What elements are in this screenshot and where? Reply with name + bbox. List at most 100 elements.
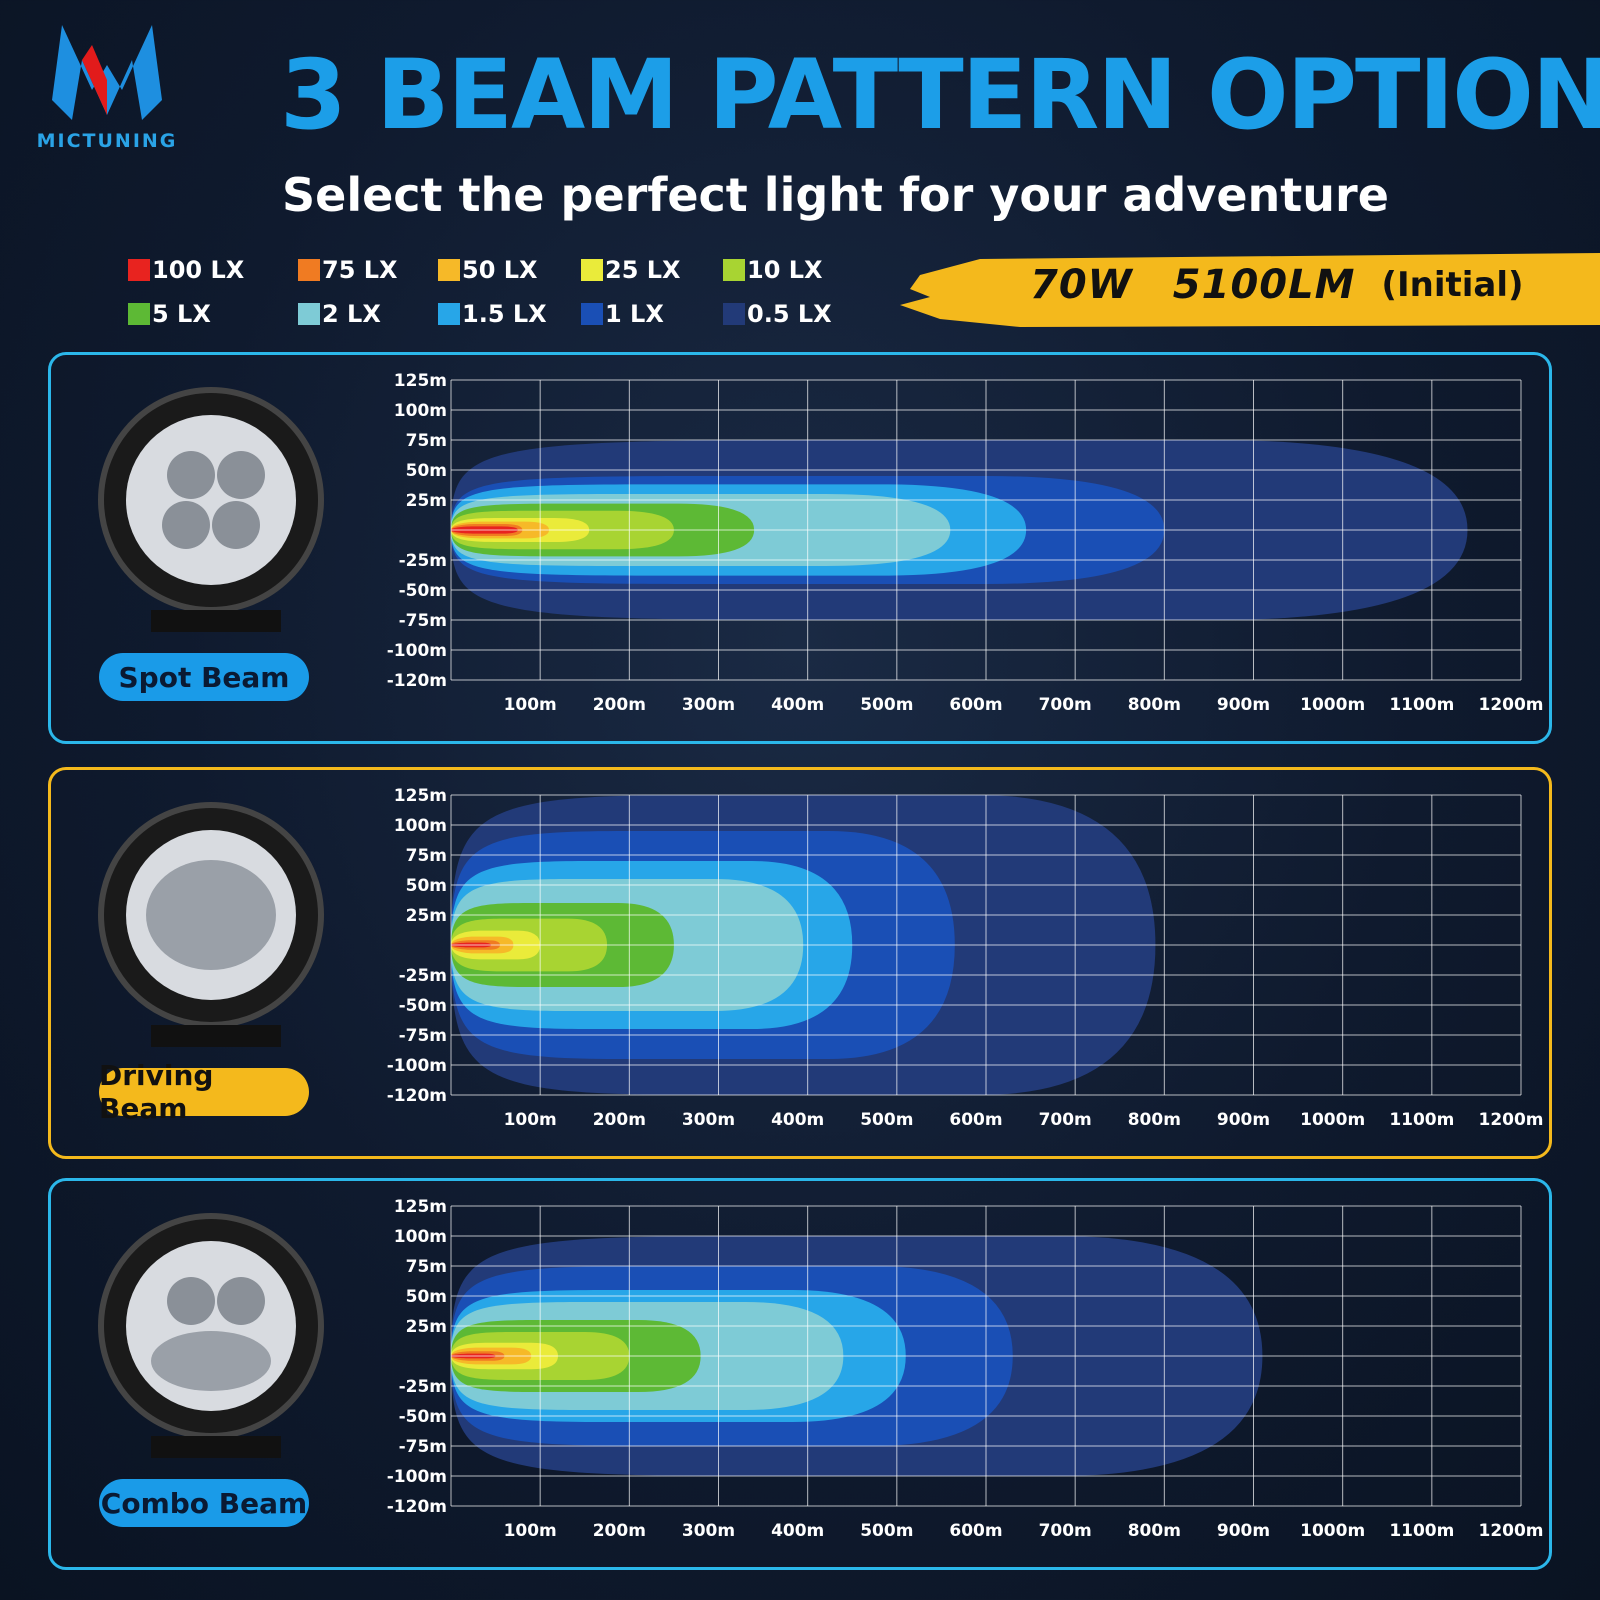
lamp-image <box>98 387 324 632</box>
y-tick-label: -50m <box>399 1407 447 1427</box>
legend-label: 50 LX <box>462 256 538 284</box>
spot-beam-label: Spot Beam <box>99 653 309 701</box>
x-tick-label: 300m <box>682 1521 735 1541</box>
y-tick-label: 100m <box>394 1227 447 1247</box>
combo-beam-label: Combo Beam <box>99 1479 309 1527</box>
legend-item: 5 LX <box>128 299 211 329</box>
x-tick-label: 600m <box>949 1521 1002 1541</box>
x-tick-label: 300m <box>682 1110 735 1130</box>
y-tick-label: -25m <box>399 1377 447 1397</box>
x-tick-label: 1000m <box>1300 695 1365 715</box>
lamp-image <box>98 802 324 1047</box>
legend-label: 2 LX <box>322 300 381 328</box>
x-tick-label: 800m <box>1128 1110 1181 1130</box>
y-tick-label: 100m <box>394 401 447 421</box>
x-tick-label: 700m <box>1039 695 1092 715</box>
y-tick-label: 125m <box>394 786 447 806</box>
legend-item: 0.5 LX <box>723 299 832 329</box>
x-tick-label: 100m <box>504 695 557 715</box>
y-tick-label: -25m <box>399 966 447 986</box>
x-tick-label: 600m <box>949 695 1002 715</box>
legend-item: 10 LX <box>723 255 823 285</box>
brand-logo: MICTUNING <box>22 20 192 160</box>
legend-swatch <box>438 303 460 325</box>
x-tick-label: 700m <box>1039 1110 1092 1130</box>
x-tick-label: 800m <box>1128 1521 1181 1541</box>
y-tick-label: 125m <box>394 371 447 391</box>
legend-swatch <box>298 303 320 325</box>
x-tick-label: 400m <box>771 695 824 715</box>
legend-label: 1.5 LX <box>462 300 547 328</box>
legend-swatch <box>298 259 320 281</box>
legend-item: 75 LX <box>298 255 398 285</box>
y-tick-label: 50m <box>406 1287 447 1307</box>
y-tick-label: 25m <box>406 906 447 926</box>
legend-label: 100 LX <box>152 256 245 284</box>
legend-label: 10 LX <box>747 256 823 284</box>
x-tick-label: 1100m <box>1389 695 1454 715</box>
power-badge-brush <box>900 253 1600 327</box>
y-tick-label: -75m <box>399 611 447 631</box>
legend-item: 25 LX <box>581 255 681 285</box>
x-tick-label: 1100m <box>1389 1110 1454 1130</box>
x-tick-label: 1100m <box>1389 1521 1454 1541</box>
y-tick-label: -50m <box>399 996 447 1016</box>
x-tick-label: 900m <box>1217 695 1270 715</box>
legend-swatch <box>128 303 150 325</box>
x-tick-label: 1200m <box>1478 1110 1543 1130</box>
y-tick-label: 50m <box>406 461 447 481</box>
legend-item: 1.5 LX <box>438 299 547 329</box>
x-tick-label: 1200m <box>1478 1521 1543 1541</box>
y-tick-label: 75m <box>406 431 447 451</box>
badge-power: 70W <box>1030 262 1133 308</box>
y-tick-label: 25m <box>406 1317 447 1337</box>
x-tick-label: 1000m <box>1300 1521 1365 1541</box>
badge-note: (Initial) <box>1381 265 1524 305</box>
driving-beam-chart: 125m 100m 75m 50m 25m -25m -50m -75m -100m -120m 1… <box>387 786 1544 1130</box>
x-tick-label: 300m <box>682 695 735 715</box>
y-tick-label: -100m <box>387 1467 447 1487</box>
badge-lumen: 5100LM <box>1172 262 1356 308</box>
x-tick-label: 100m <box>504 1110 557 1130</box>
x-tick-label: 900m <box>1217 1110 1270 1130</box>
logo-m-icon <box>52 25 162 120</box>
x-tick-label: 600m <box>949 1110 1002 1130</box>
y-tick-label: -100m <box>387 641 447 661</box>
x-tick-label: 1000m <box>1300 1110 1365 1130</box>
x-tick-label: 100m <box>504 1521 557 1541</box>
lux-legend: 100 LX 75 LX 50 LX 25 LX 10 LX 5 LX 2 LX… <box>128 255 868 335</box>
x-tick-label: 200m <box>593 695 646 715</box>
legend-swatch <box>723 259 745 281</box>
y-tick-label: 25m <box>406 491 447 511</box>
lamp-image <box>98 1213 324 1458</box>
y-tick-label: -120m <box>387 1086 447 1106</box>
page-title: 3 BEAM PATTERN OPTIONS <box>280 39 1600 151</box>
y-tick-label: -75m <box>399 1026 447 1046</box>
y-tick-label: -75m <box>399 1437 447 1457</box>
legend-item: 100 LX <box>128 255 244 285</box>
y-tick-label: 75m <box>406 846 447 866</box>
combo-beam-panel: Combo Beam 125m 100m 75m 50m 25m -25m -50m -75m… <box>48 1178 1552 1570</box>
x-tick-label: 400m <box>771 1110 824 1130</box>
x-tick-label: 1200m <box>1478 695 1543 715</box>
legend-swatch <box>723 303 745 325</box>
legend-label: 1 LX <box>605 300 664 328</box>
x-tick-label: 500m <box>860 695 913 715</box>
y-tick-label: -120m <box>387 1497 447 1517</box>
legend-item: 2 LX <box>298 299 381 329</box>
legend-label: 75 LX <box>322 256 398 284</box>
brand-name: MICTUNING <box>36 130 178 152</box>
driving-beam-label: Driving Beam <box>99 1059 309 1125</box>
legend-label: 5 LX <box>152 300 211 328</box>
y-tick-label: 125m <box>394 1197 447 1217</box>
legend-swatch <box>581 303 603 325</box>
legend-item: 50 LX <box>438 255 538 285</box>
legend-swatch <box>438 259 460 281</box>
y-tick-label: -100m <box>387 1056 447 1076</box>
legend-item: 1 LX <box>581 299 664 329</box>
x-tick-label: 500m <box>860 1521 913 1541</box>
spot-beam-panel: Spot Beam 125m 100m 75m 50m 25m -25m -50m -75m -… <box>48 352 1552 744</box>
y-tick-label: 75m <box>406 1257 447 1277</box>
legend-swatch <box>128 259 150 281</box>
x-tick-label: 700m <box>1039 1521 1092 1541</box>
